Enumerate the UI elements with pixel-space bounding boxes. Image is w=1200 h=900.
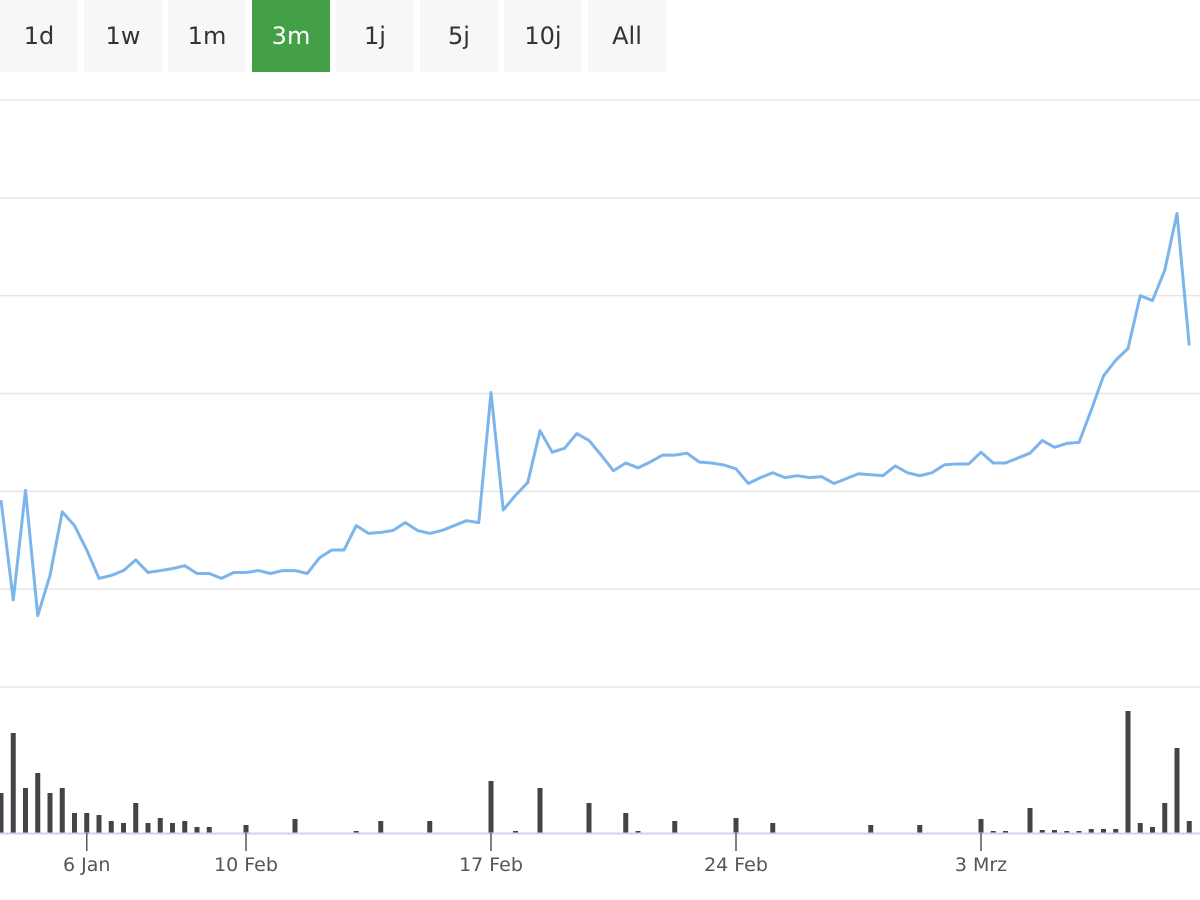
- volume-bar: [157, 818, 163, 833]
- volume-bar: [1076, 831, 1082, 833]
- volume-bar: [635, 831, 641, 833]
- volume-bar: [353, 831, 359, 833]
- range-button[interactable]: 5j: [420, 0, 498, 72]
- volume-bar: [770, 823, 776, 833]
- x-tick-label: 6 Jan: [63, 854, 110, 876]
- volume-bar: [59, 788, 65, 833]
- volume-bar: [990, 831, 996, 833]
- range-button[interactable]: 3m: [252, 0, 330, 72]
- volume-bar: [182, 821, 188, 833]
- volume-bar: [427, 821, 433, 833]
- volume-bar: [1052, 830, 1057, 833]
- range-button[interactable]: 1j: [336, 0, 414, 72]
- volume-bar: [0, 793, 4, 833]
- range-button[interactable]: 1m: [168, 0, 246, 72]
- volume-bar: [206, 827, 212, 833]
- volume-bar: [1174, 748, 1180, 833]
- volume-bar: [23, 788, 28, 833]
- range-button[interactable]: 1w: [84, 0, 162, 72]
- x-tick-label: 24 Feb: [704, 854, 768, 876]
- volume-bar: [84, 813, 90, 833]
- volume-bar: [537, 788, 543, 833]
- volume-bar: [1162, 803, 1168, 833]
- volume-bar: [513, 831, 518, 833]
- volume-bar: [586, 803, 592, 833]
- volume-bar: [243, 825, 249, 833]
- volume-bar: [35, 773, 41, 833]
- volume-bar: [145, 823, 151, 833]
- volume-bar: [108, 821, 114, 833]
- range-button[interactable]: All: [588, 0, 666, 72]
- volume-bar: [868, 825, 874, 833]
- volume-bar: [1137, 823, 1143, 833]
- volume-bar: [1101, 829, 1106, 833]
- volume-bar: [672, 821, 678, 833]
- volume-bar: [1027, 808, 1033, 833]
- volume-bar: [121, 823, 126, 833]
- volume-bar: [72, 813, 77, 833]
- volume-bar: [733, 818, 739, 833]
- volume-bar: [292, 819, 298, 833]
- volume-bar: [1186, 821, 1192, 833]
- volume-bar: [978, 819, 984, 833]
- volume-bar: [1064, 831, 1070, 833]
- x-tick-label: 10 Feb: [214, 854, 278, 876]
- volume-bar: [170, 823, 175, 833]
- volume-bar: [1113, 829, 1119, 833]
- x-tick-label: 17 Feb: [459, 854, 523, 876]
- volume-bar: [96, 815, 102, 833]
- price-line: [0, 211, 1191, 618]
- x-tick-label: 3 Mrz: [955, 854, 1007, 876]
- volume-bar: [1150, 827, 1155, 833]
- volume-bar: [488, 781, 494, 833]
- range-button[interactable]: 10j: [504, 0, 582, 72]
- volume-bar: [1003, 831, 1008, 833]
- volume-bar: [194, 827, 200, 833]
- volume-bar: [1125, 711, 1131, 833]
- volume-bar: [917, 825, 923, 833]
- volume-bar: [1039, 830, 1045, 833]
- volume-bar: [623, 813, 629, 833]
- volume-bar: [47, 793, 53, 833]
- volume-bar: [1088, 829, 1094, 833]
- range-button[interactable]: 1d: [0, 0, 78, 72]
- volume-bar: [378, 821, 384, 833]
- volume-bar: [10, 733, 16, 833]
- volume-bar: [133, 803, 139, 833]
